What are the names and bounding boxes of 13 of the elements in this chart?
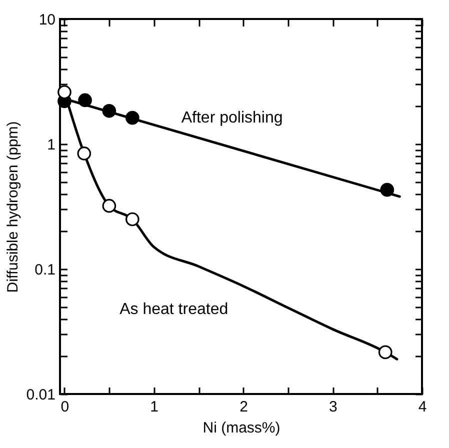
y-axis-title: Diffusible hydrogen (ppm) [4,121,22,293]
x-tick-label: 1 [150,398,159,416]
series-label: After polishing [181,110,283,127]
y-tick-label: 1 [47,136,56,154]
x-tick-label: 4 [418,398,427,416]
series-label: As heat treated [120,300,228,318]
x-tick-label: 2 [240,398,248,416]
y-tick-label: 0.1 [34,262,56,278]
y-tick-label: 10 [38,12,56,28]
x-tick-label: 0 [60,398,70,416]
x-axis-title: Ni (mass%) [202,420,280,436]
y-tick-label: 0.01 [26,386,56,404]
x-tick-label: 3 [328,398,338,416]
